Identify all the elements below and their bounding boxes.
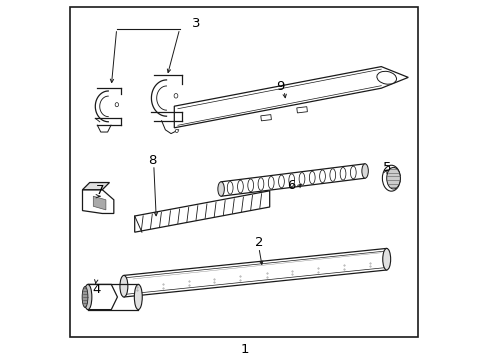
Text: 8: 8 [148,154,157,167]
Ellipse shape [382,165,400,191]
Ellipse shape [227,181,233,194]
Ellipse shape [258,178,264,190]
Ellipse shape [278,175,284,188]
Text: 7: 7 [96,184,104,197]
Ellipse shape [319,170,325,183]
Ellipse shape [309,171,314,184]
Text: 9: 9 [276,80,284,93]
Text: 5: 5 [382,161,390,174]
Ellipse shape [175,130,178,132]
Ellipse shape [376,71,396,84]
Polygon shape [221,164,365,196]
Text: 3: 3 [191,17,200,30]
Polygon shape [123,248,386,297]
Ellipse shape [350,166,355,179]
Ellipse shape [237,180,243,193]
Ellipse shape [288,174,294,186]
Ellipse shape [268,176,274,189]
Polygon shape [82,190,114,213]
Polygon shape [93,196,106,210]
Ellipse shape [134,284,142,310]
Ellipse shape [247,179,253,192]
Polygon shape [296,107,307,113]
Text: 6: 6 [286,179,295,192]
Ellipse shape [82,287,88,307]
Text: 4: 4 [93,283,101,296]
Ellipse shape [84,284,92,310]
Ellipse shape [218,182,224,196]
Polygon shape [88,284,117,310]
Polygon shape [82,183,109,190]
Ellipse shape [361,164,367,178]
Ellipse shape [120,275,127,297]
Polygon shape [260,114,271,121]
Ellipse shape [340,167,345,180]
Ellipse shape [115,103,118,107]
Ellipse shape [174,94,178,98]
Polygon shape [134,191,269,232]
Ellipse shape [386,167,400,189]
Polygon shape [174,67,407,128]
Text: 2: 2 [254,237,263,249]
Text: 1: 1 [240,343,248,356]
Ellipse shape [299,172,304,185]
Ellipse shape [329,169,335,181]
Ellipse shape [382,248,390,270]
